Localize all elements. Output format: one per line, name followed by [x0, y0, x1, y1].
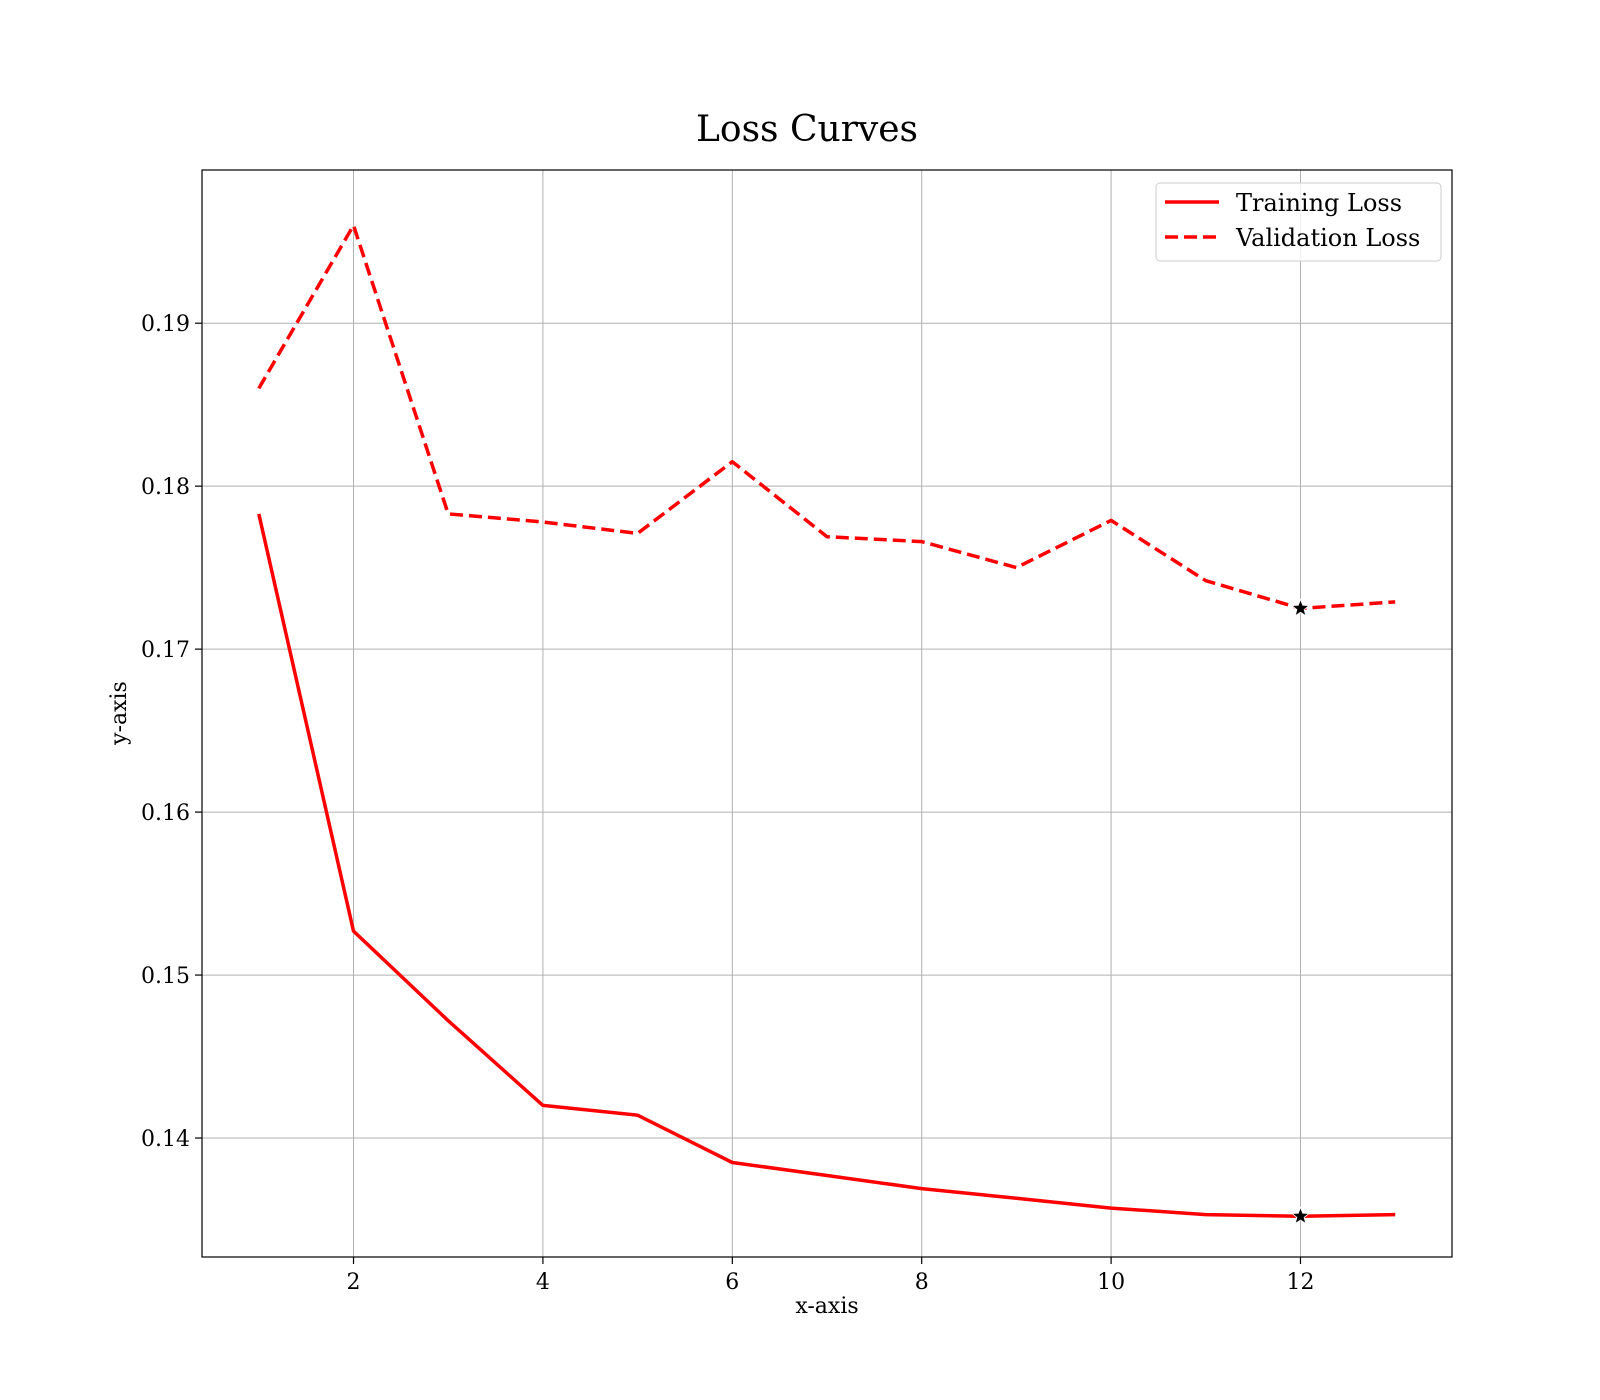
y-tick-label: 0.16	[141, 801, 190, 826]
star-marker-training-loss	[1290, 1206, 1311, 1225]
series-line-training-loss	[257, 513, 1396, 1219]
legend-box	[1155, 182, 1442, 262]
y-axis-ticks: 0.14 0.15 0.16 0.17 0.18 0.19	[141, 312, 202, 1152]
x-axis-label: x-axis	[795, 1294, 858, 1319]
series-lines	[257, 223, 1396, 1219]
chart-title: Loss Curves	[696, 109, 918, 150]
x-tick-label: 8	[915, 1270, 929, 1295]
x-tick-label: 12	[1286, 1270, 1314, 1295]
x-tick-label: 6	[725, 1270, 739, 1295]
x-tick-label: 10	[1097, 1270, 1125, 1295]
legend-label-training-loss: Training Loss	[1236, 189, 1402, 217]
plot-frame	[201, 169, 1453, 1258]
x-tick-label: 4	[536, 1270, 550, 1295]
legend-label-validation-loss: Validation Loss	[1235, 224, 1420, 252]
y-tick-label: 0.15	[141, 964, 190, 989]
star-marker-validation-loss	[1290, 598, 1311, 617]
grid-lines	[202, 170, 1452, 1257]
y-tick-label: 0.19	[141, 312, 190, 337]
y-tick-label: 0.17	[141, 638, 190, 663]
series-line-validation-loss	[257, 223, 1396, 611]
y-axis-label: y-axis	[107, 681, 132, 746]
x-tick-label: 2	[347, 1270, 361, 1295]
y-tick-label: 0.14	[141, 1127, 190, 1152]
x-axis-ticks: 2 4 6 8 10 12	[347, 1257, 1314, 1295]
legend: Training Loss Validation Loss	[1155, 182, 1442, 262]
y-tick-label: 0.18	[141, 475, 190, 500]
best-epoch-markers	[1290, 598, 1311, 1225]
